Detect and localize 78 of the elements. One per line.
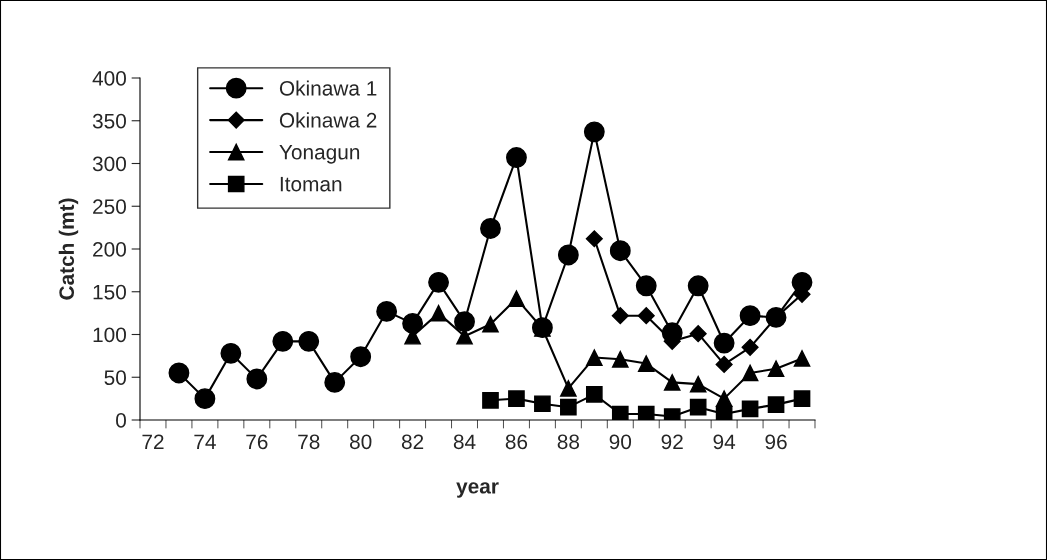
x-tick-label: 94	[713, 434, 736, 450]
point	[637, 405, 655, 420]
y-tick-label: 200	[93, 242, 126, 257]
y-tick-label: 400	[92, 71, 126, 86]
point	[793, 350, 811, 367]
x-tick-label: 80	[349, 434, 372, 450]
point	[324, 371, 346, 393]
point	[689, 398, 707, 416]
x-tick-label: 82	[401, 434, 424, 450]
point	[482, 392, 499, 409]
point	[480, 218, 501, 239]
point	[246, 368, 268, 390]
x-tick-label: 74	[194, 434, 216, 449]
point	[767, 396, 785, 413]
point	[585, 230, 603, 248]
point	[298, 330, 320, 352]
x-axis-title: year	[456, 482, 499, 498]
x-tick-label: 72	[142, 434, 164, 449]
x-tick-label: 90	[609, 434, 632, 450]
point	[689, 375, 707, 393]
point	[220, 342, 242, 364]
point	[560, 398, 577, 416]
y-tick-label: 250	[93, 199, 126, 214]
point	[534, 395, 551, 413]
point	[560, 380, 577, 397]
x-tick-label: 88	[557, 434, 580, 450]
y-tick-label: 150	[93, 284, 126, 300]
legend-label: Okinawa 2	[279, 112, 377, 128]
point	[583, 121, 605, 143]
y-tick-label: 50	[104, 370, 126, 385]
point	[713, 332, 735, 354]
x-tick-label: 78	[298, 434, 320, 450]
point	[428, 271, 449, 293]
legend-label: Itoman	[280, 176, 342, 192]
x-tick-label: 92	[661, 434, 683, 450]
point	[585, 386, 603, 403]
point	[508, 290, 525, 307]
x-tick-label: 86	[505, 434, 528, 450]
point	[430, 304, 447, 322]
point	[585, 349, 603, 366]
point	[168, 362, 190, 384]
point	[687, 275, 709, 297]
point	[767, 360, 785, 378]
point	[689, 325, 707, 343]
point	[454, 311, 475, 333]
legend-label: Yonagun	[279, 145, 360, 164]
point	[611, 405, 629, 420]
y-tick-label: 100	[93, 327, 126, 343]
point	[376, 300, 398, 322]
y-axis-title: Catch (mt)	[58, 198, 79, 300]
point	[272, 330, 294, 352]
y-tick-label: 0	[116, 413, 126, 428]
point	[637, 307, 655, 325]
point	[739, 305, 761, 327]
point	[663, 374, 681, 391]
point	[609, 240, 631, 262]
point	[611, 350, 629, 368]
point	[194, 388, 216, 410]
point	[741, 338, 759, 356]
point	[557, 244, 579, 266]
x-tick-label: 96	[765, 434, 787, 450]
point	[637, 355, 655, 372]
y-tick-label: 350	[92, 113, 126, 129]
legend-label: Okinawa 1	[279, 80, 377, 96]
point	[611, 307, 629, 325]
x-tick-label: 84	[453, 434, 476, 450]
point	[741, 364, 759, 382]
point	[715, 390, 733, 407]
x-tick-label: 76	[246, 434, 268, 450]
point	[508, 390, 525, 407]
point	[715, 355, 733, 373]
y-tick-label: 300	[92, 156, 126, 172]
point	[482, 315, 499, 333]
point	[793, 390, 811, 407]
point	[635, 275, 657, 297]
point	[506, 147, 527, 168]
point	[350, 346, 372, 368]
point	[741, 400, 759, 418]
